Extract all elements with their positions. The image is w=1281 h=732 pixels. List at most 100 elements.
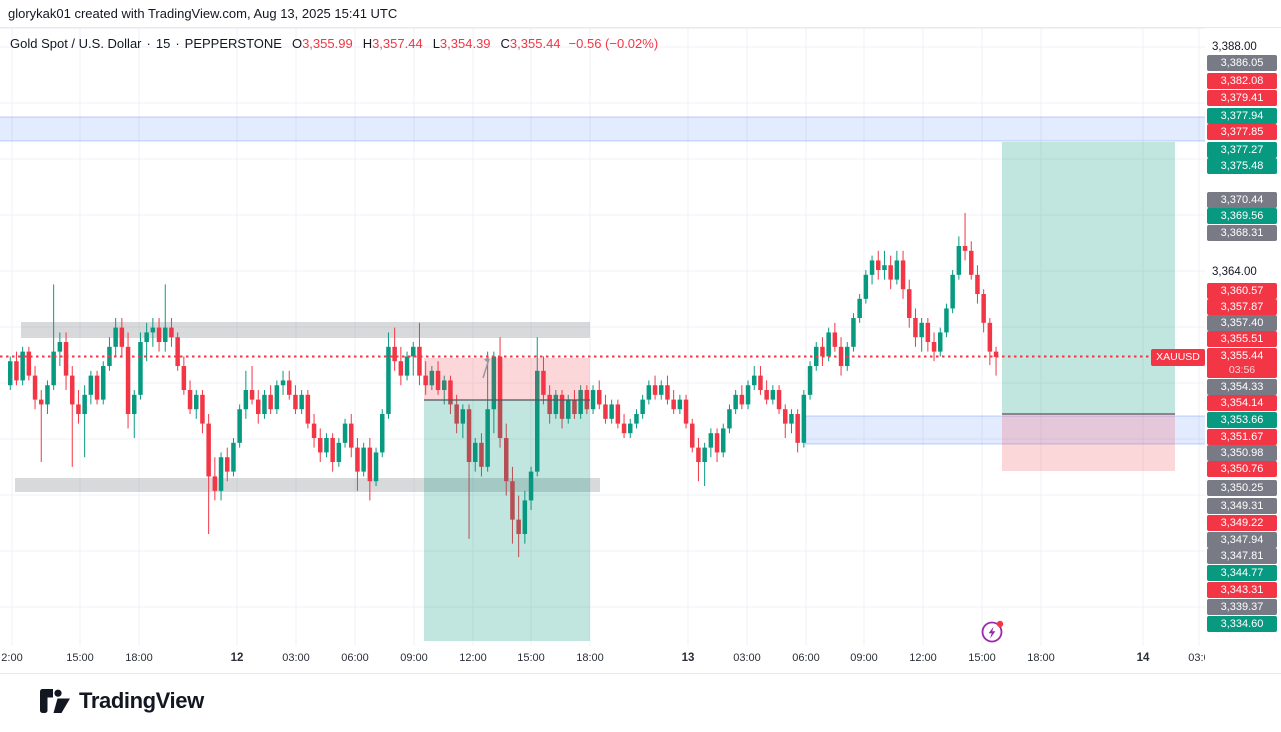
candle [70,366,75,467]
candle [336,438,342,467]
time-tick-label: 03:00 [733,652,761,664]
price-level-badge: 3,350.76 [1207,461,1277,477]
candle [113,318,118,357]
time-tick-label: 15:00 [517,652,545,664]
candle [454,394,459,434]
candle [609,399,614,424]
candle [386,332,391,419]
candle [76,390,81,424]
separator-dot: · [175,36,180,51]
arrow-annotation[interactable] [482,357,490,379]
candle [94,370,100,405]
candle [249,366,255,405]
price-axis[interactable]: 3,388.00 3,364.00 3,386.05 3,382.08 3,379.41… [1205,28,1281,673]
candle [169,318,174,347]
candle [528,466,534,511]
price-level-badge: 3,347.81 [1207,548,1277,564]
candle [690,418,695,453]
candle [150,318,156,347]
candle [287,370,292,400]
gray-zone-rectangle[interactable] [15,478,600,492]
time-tick-label: 12:00 [459,652,487,664]
candle [894,250,900,285]
blue-zone-rectangle[interactable] [0,117,1205,141]
time-tick-label: 15:00 [66,652,94,664]
candle [311,414,317,448]
price-level-badge: 3,343.31 [1207,582,1277,598]
time-tick-label: 15:00 [968,652,996,664]
price-level-badge: 3,369.56 [1207,208,1277,224]
current-price-badge: 3,355.44 03:56 [1207,348,1277,378]
time-tick-label: 06:00 [792,652,820,664]
candle [225,447,230,482]
candle [256,390,261,424]
candle [392,327,397,371]
candle [516,495,521,558]
interval-value[interactable]: 15 [155,36,171,51]
candle [931,332,937,362]
candle [355,438,360,491]
candle [342,418,348,448]
flash-signal-icon[interactable] [978,616,1008,646]
price-level-badge: 3,349.31 [1207,498,1277,514]
candle [597,380,602,410]
short-position-tool[interactable] [424,358,590,641]
candle [820,337,825,367]
price-level-badge: 3,368.31 [1207,225,1277,241]
candle [745,380,751,410]
candle [435,361,441,395]
price-level-badge: 3,357.87 [1207,299,1277,315]
price-axis-tick: 3,388.00 [1212,41,1257,53]
tradingview-logo[interactable]: TradingView [40,688,204,714]
ohlc-value: 3,354.39 [439,36,491,51]
candle [293,385,298,415]
candle [621,414,627,439]
candle [51,284,56,391]
time-axis[interactable]: 2:00 15:00 18:00 12 03:00 06:00 09:00 12:00 15:0… [0,646,1205,673]
candle [194,390,199,419]
time-tick-label: 03:0 [1188,652,1205,664]
time-tick-label: 12:00 [909,652,937,664]
price-level-badge: 3,354.14 [1207,395,1277,411]
candle [702,442,707,487]
candle [504,423,509,496]
price-level-badge: 3,349.22 [1207,515,1277,531]
time-tick-label: 06:00 [341,652,369,664]
time-tick-label: 09:00 [400,652,428,664]
candle [628,418,633,439]
candle [138,332,143,400]
candle [26,346,32,381]
symbol-name[interactable]: Gold Spot / U.S. Dollar [10,36,142,51]
ohlc-values: O3,355.99 H3,357.44 L3,354.39 C3,355.44 [282,36,561,51]
price-level-badge: 3,350.98 [1207,445,1277,461]
candlestick-chart[interactable] [0,0,1205,673]
bar-countdown: 03:56 [1228,364,1256,376]
candle [987,318,993,366]
ohlc-label: O [291,36,303,51]
time-tick-label: 2:00 [1,652,23,664]
candle [20,346,25,386]
candle [776,385,782,415]
candle [727,404,732,434]
candle [832,322,838,352]
price-level-badge: 3,354.33 [1207,379,1277,395]
blue-zone-rectangle[interactable] [805,416,1205,444]
candle [652,375,658,400]
candle [913,308,918,347]
ohlc-label: L [432,36,440,51]
price-level-badge: 3,370.44 [1207,192,1277,208]
candle [634,409,639,429]
long-position-tool[interactable] [1002,142,1175,471]
candle [956,236,962,280]
candle [274,380,280,415]
gray-zone-rectangle[interactable] [21,322,590,338]
candle [262,390,267,419]
time-tick-label: 09:00 [850,652,878,664]
candle [907,279,912,328]
candle [993,346,999,376]
candle [677,394,683,415]
candle [764,380,769,405]
candle [969,241,974,280]
price-level-badge: 3,344.77 [1207,565,1277,581]
